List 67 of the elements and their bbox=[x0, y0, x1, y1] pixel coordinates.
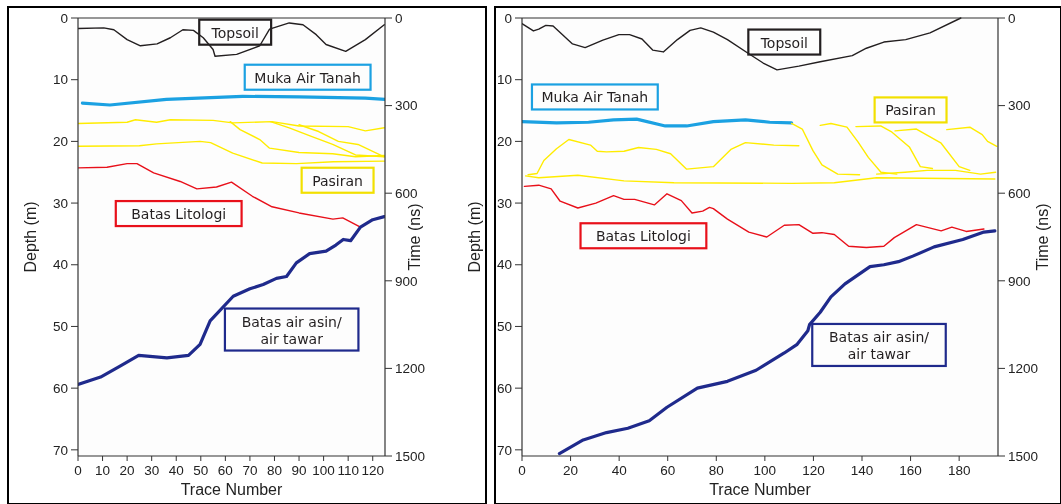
y-tick-label: 70 bbox=[496, 442, 512, 458]
y2-tick-label: 300 bbox=[1008, 98, 1031, 114]
y-tick-label: 60 bbox=[52, 380, 68, 396]
x-tick-label: 30 bbox=[144, 463, 160, 478]
y2-tick-label: 600 bbox=[395, 185, 418, 201]
y-tick-label: 40 bbox=[52, 257, 68, 273]
y-tick-label: 10 bbox=[52, 72, 68, 88]
y-tick-label: 0 bbox=[504, 10, 512, 26]
y-tick-label: 10 bbox=[496, 72, 512, 88]
x-tick-label: 160 bbox=[899, 463, 922, 478]
x-tick-label: 80 bbox=[266, 463, 282, 478]
y2-tick-label: 1500 bbox=[395, 448, 426, 464]
y2-tick-label: 1200 bbox=[395, 361, 426, 377]
y2-tick-label: 1500 bbox=[1008, 448, 1039, 464]
x-tick-label: 100 bbox=[753, 463, 777, 478]
series-label: Topsoil bbox=[759, 34, 808, 51]
x-tick-label: 120 bbox=[361, 463, 384, 478]
x-tick-label: 20 bbox=[563, 463, 579, 478]
x-axis-title: Trace Number bbox=[709, 481, 812, 498]
y-tick-label: 60 bbox=[496, 380, 512, 396]
series-label: Pasiran bbox=[885, 102, 936, 119]
x-tick-label: 40 bbox=[611, 463, 627, 478]
x-tick-label: 120 bbox=[802, 463, 825, 478]
y2-axis-title: Time (ns) bbox=[1034, 203, 1051, 271]
x-tick-label: 50 bbox=[193, 463, 209, 478]
x-tick-label: 0 bbox=[74, 463, 82, 478]
y-axis-title: Depth (m) bbox=[22, 201, 39, 273]
y2-tick-label: 900 bbox=[1008, 273, 1031, 289]
x-tick-label: 110 bbox=[337, 463, 359, 478]
series-label: Batas air asin/ air tawar bbox=[828, 328, 930, 362]
y2-tick-label: 900 bbox=[395, 273, 418, 289]
y2-tick-label: 0 bbox=[395, 10, 403, 26]
x-tick-label: 0 bbox=[518, 463, 526, 478]
series-label: Muka Air Tanah bbox=[254, 69, 361, 86]
y-tick-label: 70 bbox=[52, 442, 68, 458]
x-axis-title: Trace Number bbox=[180, 481, 283, 498]
x-tick-label: 40 bbox=[168, 463, 184, 478]
y-tick-label: 20 bbox=[52, 134, 68, 150]
y-axis-title: Depth (m) bbox=[466, 201, 483, 273]
y-tick-label: 50 bbox=[496, 319, 512, 335]
series-label: Batas Litologi bbox=[131, 206, 227, 223]
y-tick-label: 0 bbox=[60, 10, 68, 26]
x-tick-label: 60 bbox=[217, 463, 233, 478]
x-tick-label: 90 bbox=[291, 463, 307, 478]
series-label: Batas air asin/ air tawar bbox=[241, 313, 342, 347]
series-label: Muka Air Tanah bbox=[541, 89, 649, 106]
y-tick-label: 40 bbox=[496, 257, 512, 273]
x-tick-label: 60 bbox=[660, 463, 676, 478]
series-label: Topsoil bbox=[210, 24, 259, 41]
x-tick-label: 20 bbox=[119, 463, 135, 478]
series-label: Pasiran bbox=[312, 172, 363, 189]
y-tick-label: 30 bbox=[496, 195, 512, 211]
y2-tick-label: 0 bbox=[1008, 10, 1016, 26]
x-tick-label: 70 bbox=[242, 463, 258, 478]
y-tick-label: 50 bbox=[52, 319, 68, 335]
x-tick-label: 10 bbox=[95, 463, 111, 478]
y2-tick-label: 1200 bbox=[1008, 361, 1039, 377]
x-tick-label: 180 bbox=[947, 463, 971, 478]
x-tick-label: 140 bbox=[850, 463, 874, 478]
y-tick-label: 20 bbox=[496, 134, 512, 150]
y2-tick-label: 300 bbox=[395, 98, 418, 114]
x-tick-label: 80 bbox=[708, 463, 724, 478]
series-label: Batas Litologi bbox=[595, 228, 691, 245]
y2-tick-label: 600 bbox=[1008, 185, 1031, 201]
y-tick-label: 30 bbox=[52, 195, 68, 211]
x-tick-label: 100 bbox=[312, 463, 335, 478]
y2-axis-title: Time (ns) bbox=[406, 203, 423, 271]
